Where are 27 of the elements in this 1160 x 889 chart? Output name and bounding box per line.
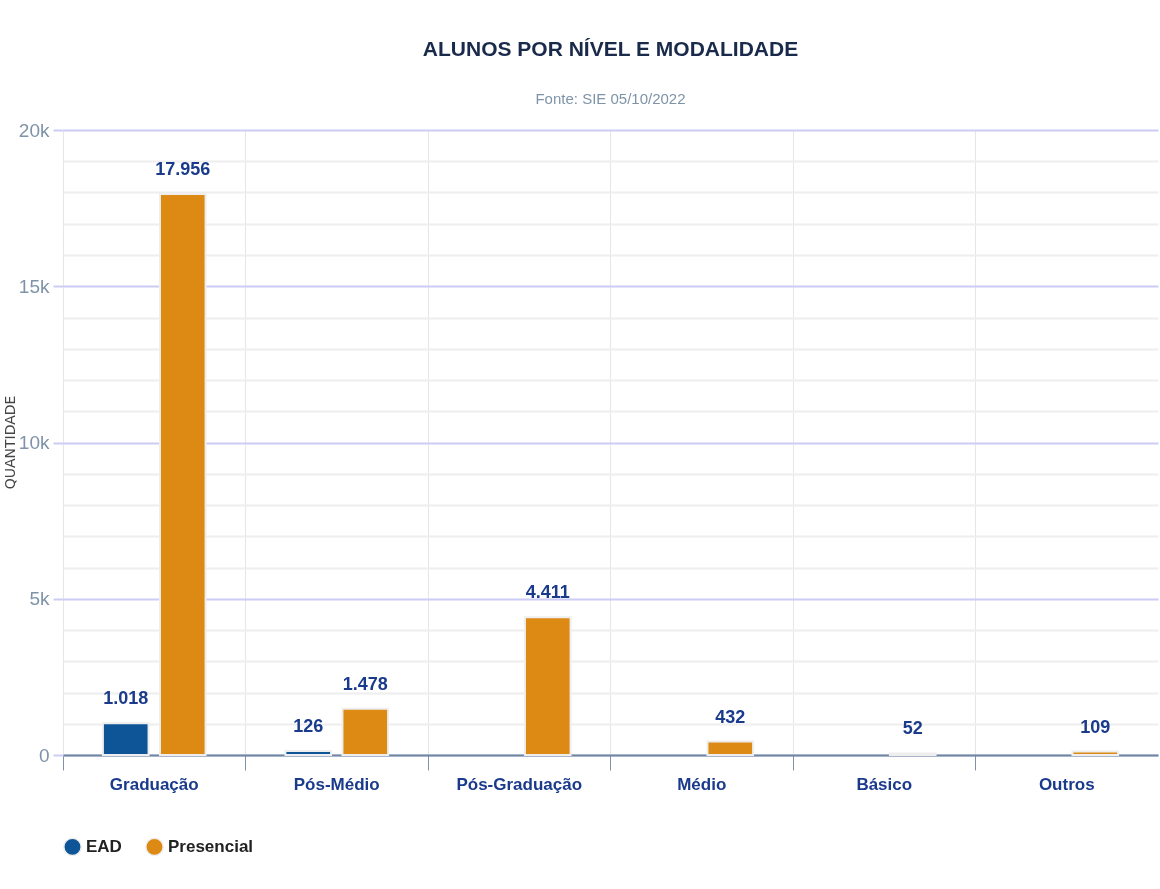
y-tick-label: 20k [18, 119, 50, 141]
bar [1071, 750, 1120, 756]
data-label: 126 [293, 716, 324, 737]
data-label: 1.018 [103, 688, 149, 709]
data-label: 17.956 [155, 158, 211, 179]
bar [284, 750, 333, 756]
y-tick-label: 15k [18, 275, 50, 297]
x-tick-label: Médio [677, 774, 727, 794]
y-tick-label: 10k [18, 432, 50, 453]
data-label: 432 [715, 706, 746, 727]
x-tick-label: Pós-Médio [293, 774, 380, 794]
x-tick-label: Pós-Graduação [456, 774, 583, 794]
y-axis-title: QUANTIDADE [1, 395, 18, 490]
x-tick-label: Básico [856, 774, 913, 794]
data-label: 4.411 [525, 582, 570, 603]
bar [706, 740, 755, 756]
x-tick-label: Graduação [109, 774, 199, 794]
y-tick-label: 5k [29, 588, 50, 610]
data-label: 1.478 [342, 673, 388, 694]
chart-title: ALUNOS POR NÍVEL E MODALIDADE [422, 37, 799, 60]
y-tick-label: 0 [38, 744, 50, 766]
legend-label: Presencial [168, 836, 254, 856]
chart-subtitle: Fonte: SIE 05/10/2022 [535, 90, 686, 107]
data-label: 52 [902, 718, 923, 739]
x-tick-label: Outros [1038, 774, 1095, 794]
legend-label: EAD [86, 836, 122, 856]
data-label: 109 [1080, 716, 1111, 737]
